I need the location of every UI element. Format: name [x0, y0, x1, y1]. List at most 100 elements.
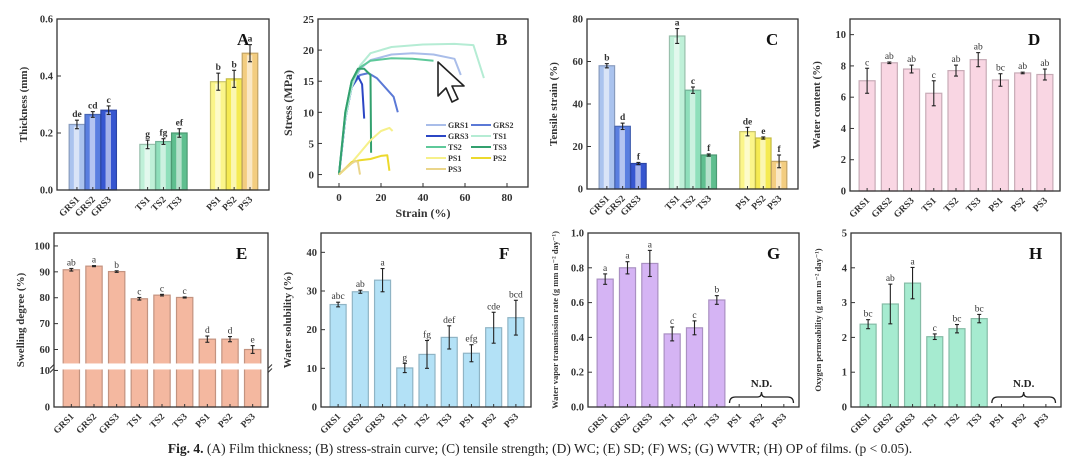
- y-tick-label: 60: [573, 57, 584, 68]
- bar-highlight: [674, 38, 680, 188]
- x-tick-label: TS1: [391, 412, 410, 431]
- bar-GRS3: [107, 270, 126, 408]
- x-tick-label: 60: [460, 192, 472, 204]
- x-tick-label: GRS3: [892, 196, 916, 220]
- significance-letter: ab: [886, 274, 895, 284]
- figure-caption: Fig. 4. (A) Film thickness; (B) stress-s…: [0, 441, 1080, 457]
- x-tick-label: TS3: [166, 195, 185, 214]
- x-tick-label: PS1: [194, 412, 212, 430]
- bar-TS3: [970, 318, 988, 408]
- significance-letter: ab: [907, 55, 916, 65]
- nd-bracket: [991, 391, 1057, 404]
- bar-GRS2: [85, 265, 103, 408]
- bar-GRS1: [596, 278, 614, 408]
- significance-letter: a: [910, 257, 915, 267]
- bar-GRS1: [62, 269, 81, 408]
- y-axis-label: Water vapor transmission rate (g mm m⁻² …: [550, 231, 560, 409]
- bar-PS1: [991, 79, 1010, 192]
- x-tick-label: TS3: [703, 412, 722, 431]
- bar-highlight: [744, 133, 750, 188]
- x-tick-label: 80: [502, 192, 514, 204]
- y-tick-label: 8: [841, 61, 846, 72]
- bar-TS2: [685, 327, 704, 408]
- panel-label: B: [496, 30, 507, 49]
- y-axis-label: Water content (%): [811, 61, 823, 149]
- x-tick-label: TS1: [664, 194, 683, 213]
- y-tick-label: 5: [842, 229, 847, 240]
- significance-letter: c: [183, 287, 187, 297]
- significance-letter: b: [114, 261, 119, 271]
- x-tick-label: GRS3: [631, 412, 655, 436]
- x-tick-label: 20: [376, 192, 388, 204]
- bar-TS1: [663, 333, 681, 408]
- bar-highlight: [603, 67, 610, 188]
- significance-letter: c: [932, 71, 936, 81]
- significance-letter: f: [707, 144, 711, 154]
- x-tick-label: PS2: [750, 194, 768, 212]
- bar-highlight: [176, 135, 182, 189]
- y-tick-label: 20: [307, 325, 318, 336]
- x-tick-label: GRS1: [848, 196, 872, 220]
- significance-letter: c: [107, 96, 111, 106]
- y-axis-label: Swelling degree (%): [15, 272, 27, 367]
- y-tick-label: 1.0: [571, 229, 584, 240]
- panel-label: H: [1029, 244, 1042, 263]
- legend-label-TS3: TS3: [493, 143, 507, 152]
- y-tick-label: 0.8: [571, 263, 584, 274]
- legend-label-GRS1: GRS1: [448, 121, 468, 130]
- x-tick-label: PS1: [458, 412, 476, 430]
- x-tick-label: PS1: [205, 195, 223, 213]
- y-tick-label: 10: [307, 364, 318, 375]
- panel-B: 0 5 10 15 20 25 0 20 40 60 80 Strain (%) Stress (MPa…: [281, 14, 529, 220]
- panel-label: D: [1028, 30, 1040, 49]
- y-tick-label: 10: [40, 366, 51, 377]
- y-tick-label: 15: [303, 76, 315, 88]
- bar-PS3: [243, 348, 262, 408]
- x-tick-label: TS1: [659, 412, 678, 431]
- x-tick-label: PS1: [988, 412, 1006, 430]
- nd-bracket: [728, 391, 795, 404]
- series-line-TS2: [338, 57, 434, 175]
- x-tick-label: TS3: [171, 412, 190, 431]
- x-tick-label: PS3: [766, 194, 784, 212]
- bar-TS3: [175, 296, 194, 408]
- significance-letter: bc: [975, 304, 984, 314]
- y-tick-label: 30: [307, 287, 318, 298]
- x-tick-label: PS3: [240, 412, 258, 430]
- y-tick-label: 0.2: [40, 129, 53, 140]
- significance-letter: bcd: [509, 290, 523, 300]
- y-tick-label: 60: [40, 345, 51, 356]
- x-tick-label: GRS3: [893, 412, 917, 436]
- significance-letter: efg: [465, 334, 477, 345]
- y-tick-label: 0.6: [40, 15, 53, 26]
- x-tick-label: TS1: [126, 412, 145, 431]
- x-tick-label: TS3: [965, 196, 984, 215]
- bar-highlight: [144, 146, 150, 189]
- bar-highlight: [105, 112, 111, 189]
- y-tick-label: 0.2: [571, 368, 584, 379]
- bar-highlight: [635, 165, 641, 188]
- y-tick-label: 6: [841, 93, 846, 104]
- significance-letter: d: [620, 113, 626, 123]
- significance-letter: bc: [996, 64, 1005, 74]
- x-tick-label: GRS2: [341, 412, 365, 436]
- bar-GRS3: [903, 282, 922, 408]
- y-tick-label: 20: [573, 142, 584, 153]
- nd-annotation: N.D.: [751, 378, 773, 390]
- x-tick-label: TS2: [942, 196, 961, 215]
- significance-letter: b: [231, 60, 236, 70]
- x-tick-label: PS3: [771, 412, 789, 430]
- x-tick-label: TS3: [695, 194, 714, 213]
- significance-letter: ab: [885, 52, 894, 62]
- x-tick-label: PS2: [748, 412, 766, 430]
- x-tick-label: PS2: [1010, 196, 1028, 214]
- y-tick-label: 4: [841, 124, 847, 135]
- x-tick-label: PS2: [481, 412, 499, 430]
- significance-letter: fg: [423, 329, 431, 340]
- y-tick-label: 4: [842, 263, 848, 274]
- significance-letter: d: [228, 327, 233, 337]
- significance-letter: def: [443, 315, 456, 326]
- bar-GRS2: [351, 291, 369, 408]
